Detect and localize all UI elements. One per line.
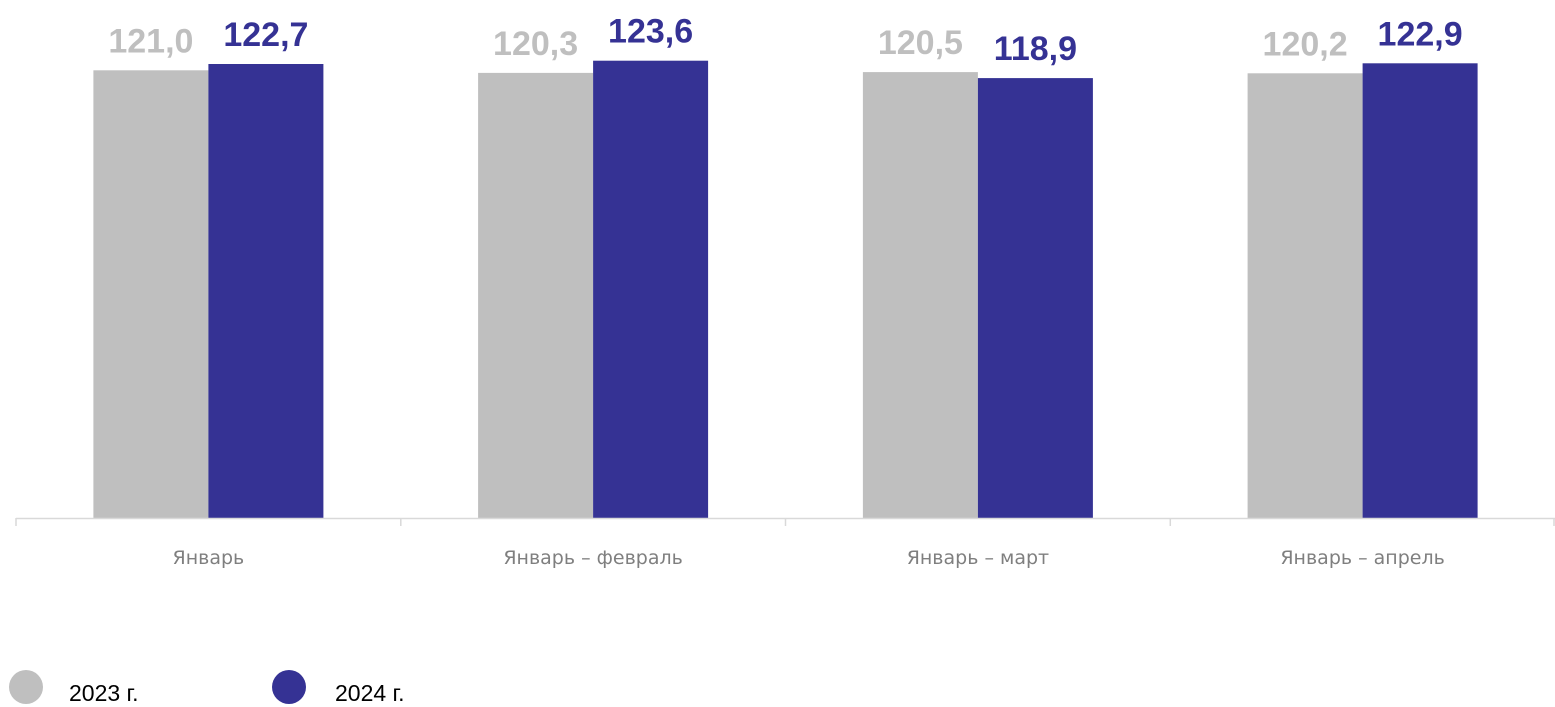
legend: 2023 г. 2024 г. [0,668,1555,706]
bar-2024-3 [977,78,1093,518]
bars-layer [93,60,1478,519]
value-label-2024-1: 122,7 [223,16,308,54]
value-label-2024-3: 118,9 [994,30,1077,68]
value-label-2023-2: 120,3 [493,25,578,63]
legend-label-2023: 2023 г. [69,680,139,706]
bar-2023-2 [478,72,594,519]
legend-swatch-2024 [272,670,306,704]
bar-2023-3 [862,72,978,518]
x-tick-label-1: Январь [173,547,245,569]
value-label-2024-2: 123,6 [608,13,693,51]
legend-item-2023: 2023 г. [9,668,229,706]
value-labels-layer: 121,0 122,7 120,3 123,6 120,5 118,9 120,2 122,9 [108,13,1462,68]
x-axis: Январь Январь – февраль Январь – март Январ… [15,517,1555,569]
bar-2024-1 [208,64,324,518]
value-label-2023-3: 120,5 [878,24,963,62]
value-label-2023-4: 120,2 [1263,25,1348,63]
bar-2024-4 [1362,63,1478,519]
x-tick-label-2: Январь – февраль [503,547,682,569]
legend-swatch-2023 [9,670,43,704]
bar-2023-4 [1247,73,1363,519]
legend-label-2024: 2024 г. [335,680,405,706]
legend-item-2024: 2024 г. [272,668,492,706]
x-tick-label-3: Январь – март [907,547,1049,569]
x-tick-label-4: Январь – апрель [1280,547,1444,569]
value-label-2023-1: 121,0 [108,22,193,60]
bar-2024-2 [593,60,709,518]
value-label-2024-4: 122,9 [1378,15,1463,53]
bar-2023-1 [93,70,209,519]
